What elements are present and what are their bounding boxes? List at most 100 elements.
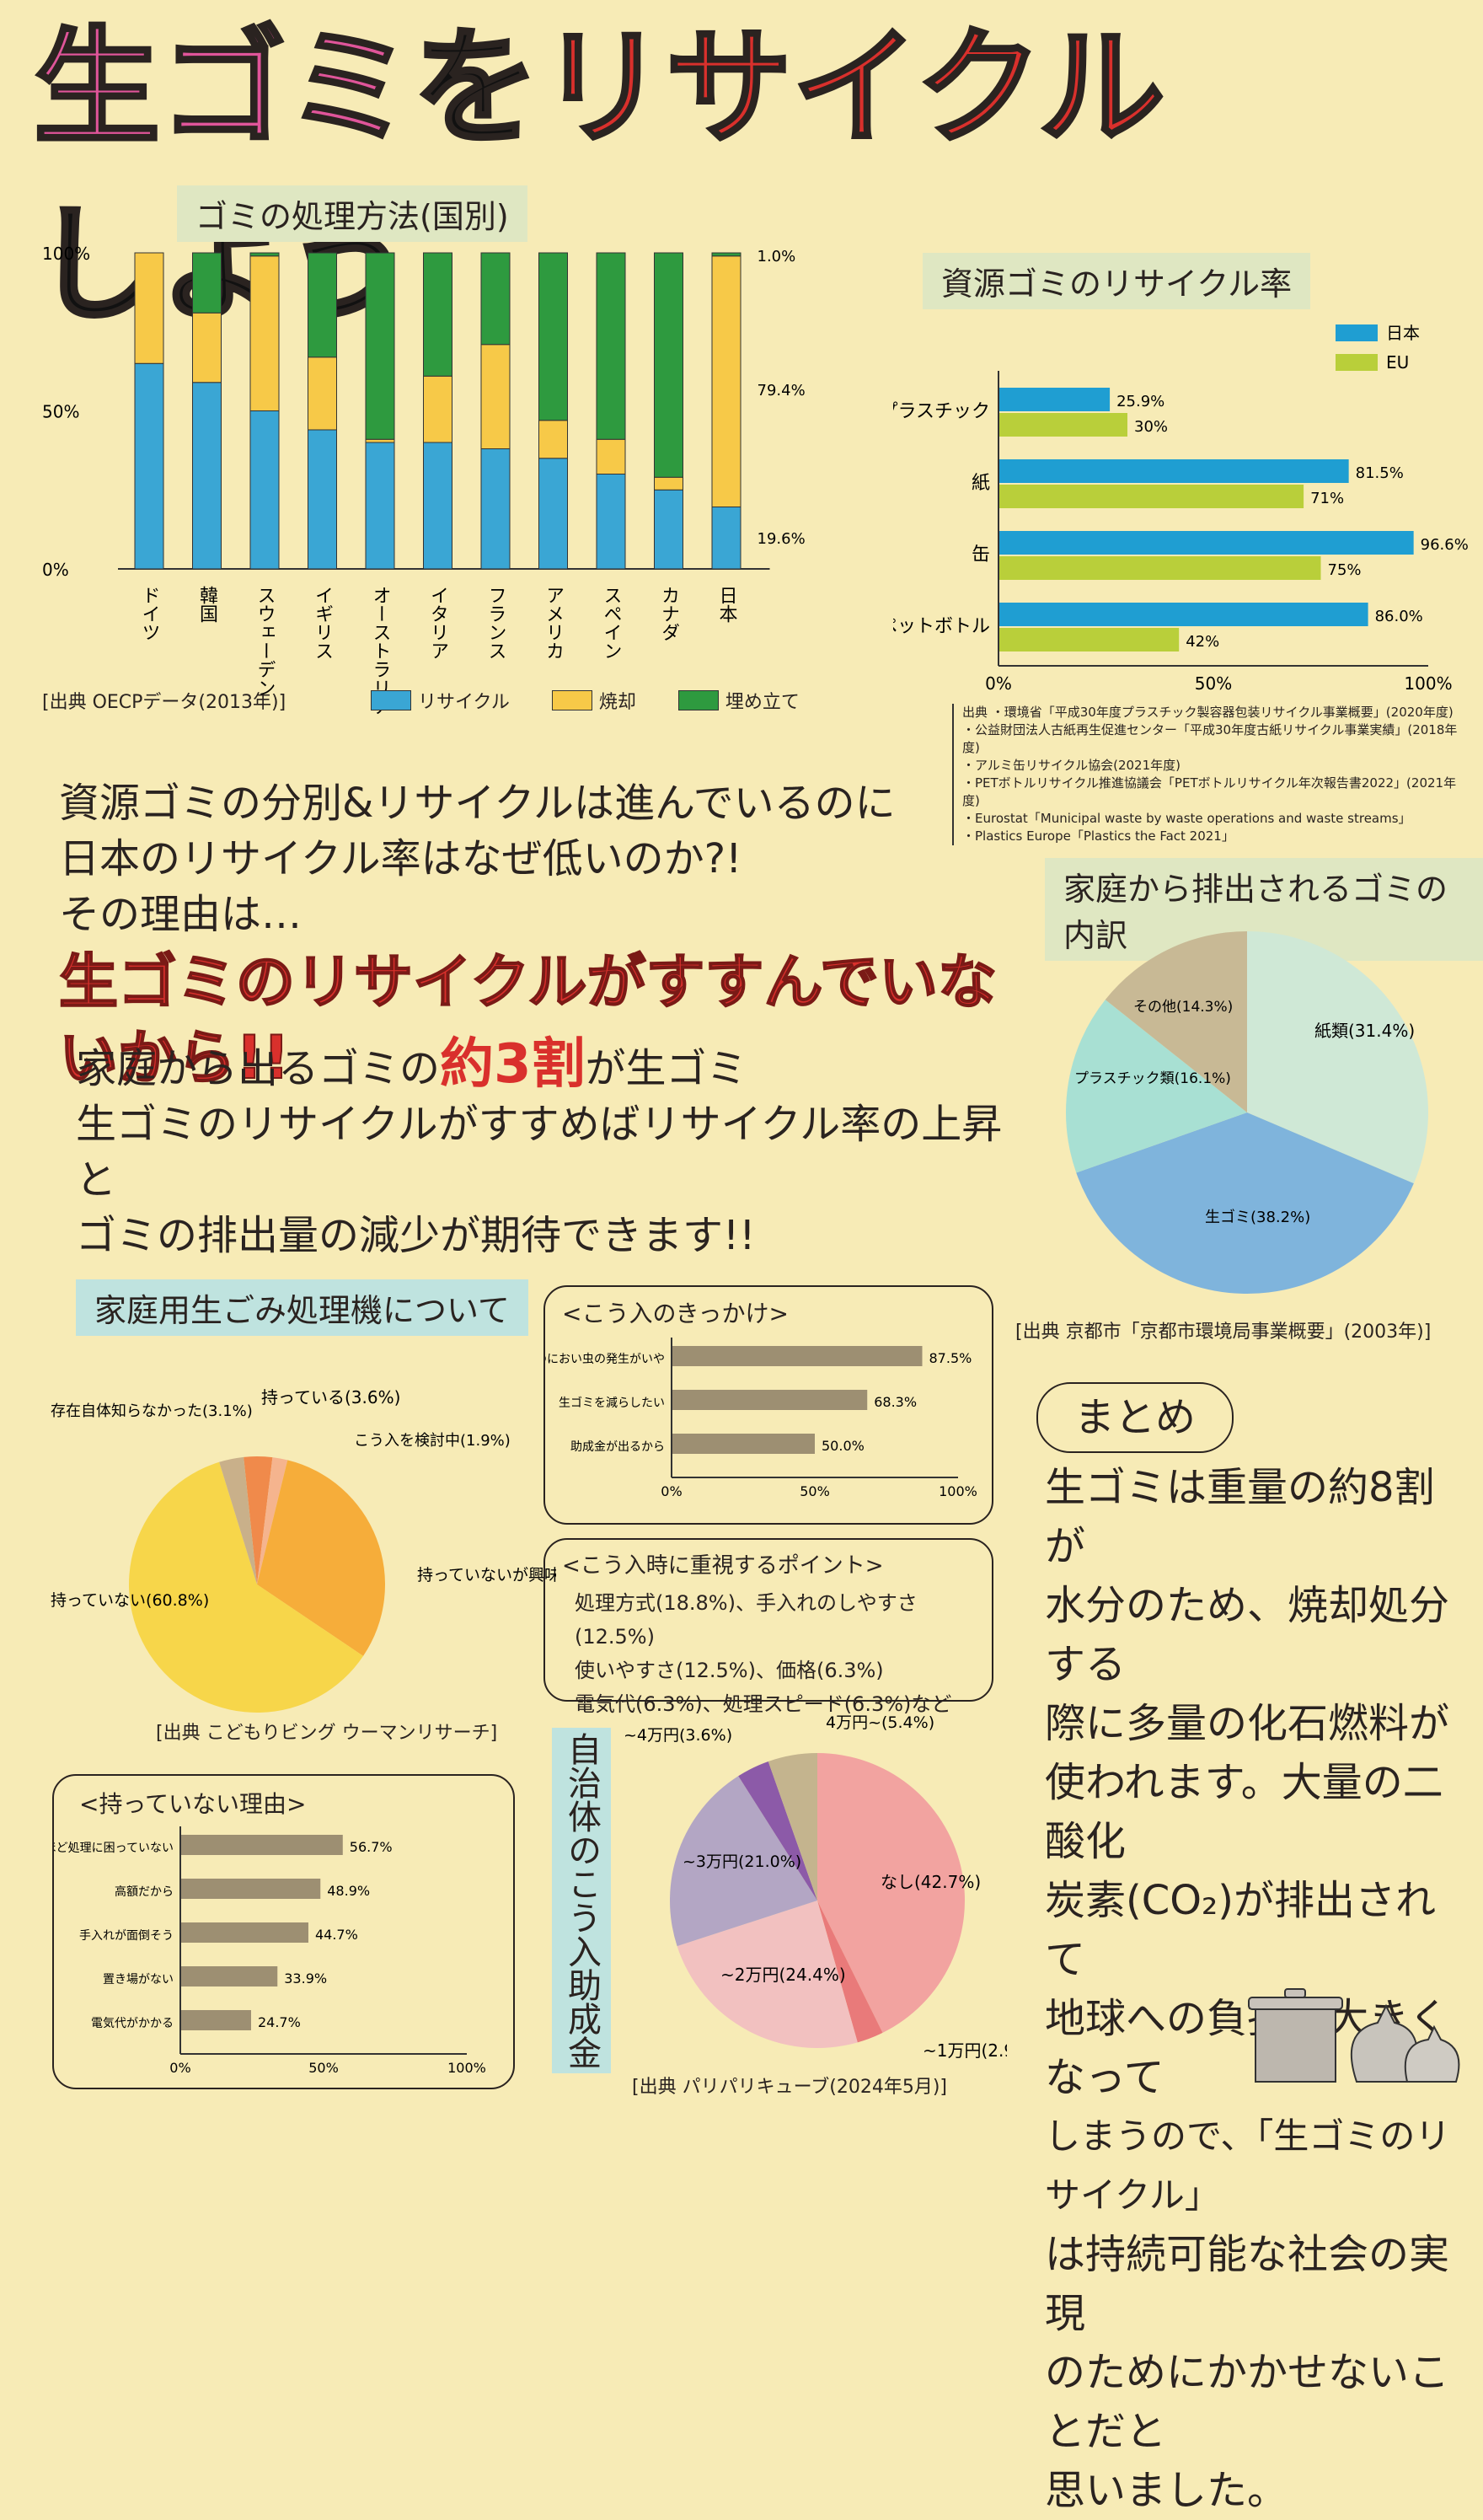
- recycle-source-line: ・アルミ缶リサイクル協会(2021年度): [962, 758, 1181, 773]
- bar-segment-リサイクル: [365, 442, 395, 570]
- recycle-source-line: ・Eurostat「Municipal waste by waste opera…: [962, 811, 1411, 826]
- value-label: 75%: [1328, 561, 1362, 579]
- value-label: 96.6%: [1421, 536, 1469, 554]
- bar-segment-リサイクル: [308, 429, 337, 570]
- x-tick-label: ドイツ: [139, 586, 160, 641]
- right-label: 19.6%: [758, 530, 806, 548]
- summary-line: 思いました。: [1045, 2467, 1288, 2514]
- slice-label: 持っていないが興味がある(30.6%): [417, 1566, 556, 1584]
- x-tick-label: 韓国: [196, 586, 218, 623]
- bar: [180, 1835, 343, 1855]
- legend-label-recycle: リサイクル: [418, 692, 510, 713]
- middle-line-5: 生ゴミのリサイクルがすすめばリサイクル率の上昇と: [76, 1101, 1003, 1204]
- category-label: 生ゴミを減らしたい: [559, 1396, 665, 1410]
- bar-日本: [998, 459, 1349, 483]
- bar-segment-焼却: [308, 357, 337, 431]
- value-label: 48.9%: [327, 1883, 370, 1899]
- value-label: 30%: [1134, 418, 1168, 436]
- processor-pie-slice: [257, 1457, 288, 1584]
- category-label: こう入するほど処理に困っていない: [54, 1842, 174, 1855]
- value-label: 86.0%: [1375, 608, 1423, 625]
- subsidy-pie-slice: [817, 1901, 883, 2043]
- processor-pie-svg: 持っている(3.6%) こう入を検討中(1.9%) 持っていないが興味がある(30.…: [51, 1387, 672, 1713]
- x-tick-label: フランス: [485, 586, 506, 660]
- disposal-chart-label: ゴミの処理方法(国別): [177, 185, 527, 242]
- summary-title: まとめ: [1036, 1382, 1234, 1453]
- summary-line: は持続可能な社会の実現: [1045, 2231, 1450, 2337]
- summary-line: 際に多量の化石燃料が: [1045, 1700, 1450, 1747]
- slice-label: その他(14.3%): [1133, 999, 1233, 1016]
- bar-segment-埋め立て: [423, 252, 452, 377]
- bar-EU: [998, 628, 1180, 651]
- bar-segment-焼却: [423, 375, 452, 443]
- title-part-2: を: [411, 13, 541, 164]
- bar: [180, 1966, 278, 1987]
- household-pie-slice: [1076, 1113, 1414, 1294]
- x-tick-label: 0%: [985, 673, 1012, 694]
- bar-segment-リサイクル: [480, 448, 511, 570]
- legend-item-recycle: リサイクル: [371, 687, 510, 714]
- processor-pie-slice: [244, 1456, 273, 1584]
- value-label: 81.5%: [1356, 464, 1404, 482]
- category-label: 手入れが面倒そう: [79, 1929, 174, 1943]
- bar: [180, 1879, 321, 1899]
- x-tick-label: 100%: [447, 2060, 486, 2076]
- x-tick-label: カナダ: [658, 586, 679, 641]
- category-label: 紙: [972, 473, 990, 494]
- legend-label-eu: EU: [1386, 352, 1409, 373]
- disposal-chart-svg: 100%50%0%ドイツ 韓国 スウェーデン イギリス オーストラリア イタリア フランスア…: [42, 244, 806, 716]
- processor-pie: 持っている(3.6%) こう入を検討中(1.9%) 持っていないが興味がある(30.…: [34, 1365, 672, 1719]
- y-tick-label: 0%: [42, 560, 69, 580]
- value-label: 50.0%: [822, 1438, 865, 1454]
- x-tick-label: 0%: [661, 1483, 682, 1499]
- bar-segment-リサイクル: [654, 489, 683, 570]
- category-label: 助成金が出るから: [570, 1440, 665, 1454]
- processor-pie-slice: [129, 1461, 364, 1713]
- purchase-point-text: 処理方式(18.8%)、手入れのしやすさ(12.5%) 使いやすさ(12.5%)…: [575, 1586, 992, 1721]
- category-label: 缶: [972, 544, 990, 566]
- legend-item-landfill: 埋め立て: [677, 687, 800, 714]
- household-pie-svg: 紙類(31.4%) 生ゴミ(38.2%) プラスチック類(16.1%) その他(14.…: [1066, 931, 1428, 1294]
- x-tick-label: 日本: [716, 586, 738, 623]
- no-reason-title: <持っていない理由>: [79, 1790, 307, 1818]
- x-tick-label: 0%: [169, 2060, 190, 2076]
- purchase-point-box: <こう入時に重視するポイント> 処理方式(18.8%)、手入れのしやすさ(12.…: [543, 1538, 993, 1716]
- middle-text: 資源ゴミの分別&リサイクルは進んでいるのに 日本のリサイクル率はなぜ低いのか?!…: [59, 775, 1020, 942]
- subsidy-pie-svg: なし(42.7%) ~1万円(2.9%) ~2万円(24.4%) ~3万円(21.0%…: [624, 1713, 1037, 2061]
- purchase-reason-box: <こう入のきっかけ> 生ゴミのにおい虫の発生がいや 87.5% 生ゴミを減らしたい 6…: [543, 1285, 993, 1525]
- disposal-chart: 100% 50% 0% ドイツ 韓国 スウェーデン イギリス オーストラリア イタリア フランスア…: [34, 236, 843, 742]
- bar-segment-リサイクル: [423, 442, 452, 570]
- purchase-point-title: <こう入時に重視するポイント>: [562, 1553, 884, 1579]
- slice-label: 4万円~(5.4%): [826, 1713, 934, 1732]
- x-tick-label: イタリア: [427, 586, 448, 660]
- value-label: 71%: [1310, 490, 1344, 507]
- bar-segment-リサイクル: [249, 410, 280, 570]
- point-line-1: 処理方式(18.8%)、手入れのしやすさ(12.5%): [575, 1591, 918, 1649]
- bar-segment-埋め立て: [596, 252, 626, 440]
- subsidy-label: 自治体のこう入助成金: [552, 1728, 611, 2073]
- value-label: 56.7%: [350, 1839, 393, 1855]
- bar-segment-焼却: [134, 252, 164, 364]
- bar-segment-リサイクル: [192, 382, 222, 570]
- category-label: 高額だから: [115, 1885, 174, 1899]
- purchase-reason-title: <こう入のきっかけ>: [562, 1300, 789, 1327]
- subsidy-pie-slice: [817, 1753, 965, 2033]
- bar-segment-焼却: [192, 312, 222, 383]
- bar-segment-リサイクル: [134, 362, 164, 570]
- recycle-source-line: ・Plastics Europe「Plastics the Fact 2021」: [962, 828, 1234, 844]
- slice-label: ~1万円(2.9%): [923, 2040, 1007, 2061]
- category-label: 電気代がかかる: [91, 2017, 174, 2030]
- bar-segment-埋め立て: [192, 252, 222, 314]
- recycle-rate-sources: 出典 ・環境省「平成30年度プラスチック製容器包装リサイクル事業概要」(2020…: [952, 704, 1468, 845]
- processor-source: [出典 こどもりビング ウーマンリサーチ]: [156, 1723, 498, 1744]
- summary-line: 炭素(CO₂)が排出されて: [1045, 1877, 1436, 1983]
- slice-label: 持っている(3.6%): [261, 1387, 400, 1407]
- x-tick-label: 100%: [1404, 673, 1452, 694]
- value-label: 33.9%: [284, 1970, 327, 1987]
- middle-line-4a: 家庭から出るゴミの: [76, 1045, 441, 1092]
- bar-日本: [998, 531, 1414, 555]
- recycle-rate-chart: 日本 EU プラスチック 25.9% 30% 紙 81.5% 71% 缶 96.6% 75% ペットボ…: [879, 320, 1475, 700]
- legend-label-landfill: 埋め立て: [725, 692, 800, 713]
- slice-label: ~3万円(21.0%): [683, 1852, 801, 1871]
- category-label: ペットボトル: [893, 616, 990, 637]
